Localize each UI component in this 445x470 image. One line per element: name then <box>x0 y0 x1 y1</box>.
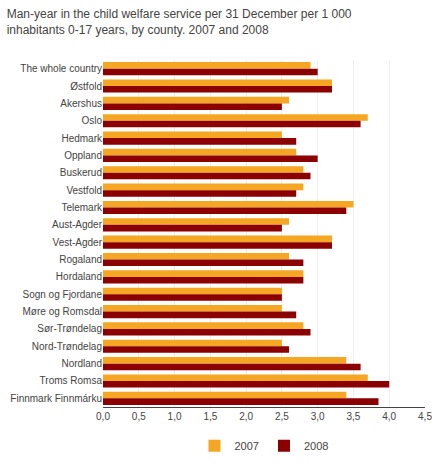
svg-text:Sogn og Fjordane: Sogn og Fjordane <box>22 289 102 300</box>
svg-text:Oppland: Oppland <box>64 150 102 161</box>
svg-text:0,0: 0,0 <box>96 411 110 422</box>
svg-text:1,0: 1,0 <box>168 411 182 422</box>
svg-text:3,5: 3,5 <box>346 411 360 422</box>
svg-text:Troms Romsa: Troms Romsa <box>40 375 103 386</box>
svg-text:2007: 2007 <box>235 440 259 452</box>
svg-text:Akershus: Akershus <box>60 98 102 109</box>
svg-text:Nordland: Nordland <box>61 358 102 369</box>
svg-text:Telemark: Telemark <box>61 202 103 213</box>
svg-text:Hordaland: Hordaland <box>56 271 102 282</box>
svg-text:1,5: 1,5 <box>203 411 217 422</box>
svg-text:2,5: 2,5 <box>275 411 289 422</box>
svg-text:Oslo: Oslo <box>81 115 102 126</box>
svg-text:0,5: 0,5 <box>132 411 146 422</box>
svg-text:Møre og Romsdal: Møre og Romsdal <box>23 306 102 317</box>
svg-text:Finnmark Finnmárku: Finnmark Finnmárku <box>10 393 102 404</box>
svg-text:Man-year in the child welfare: Man-year in the child welfare service pe… <box>7 7 352 37</box>
svg-text:Vest-Agder: Vest-Agder <box>53 237 103 248</box>
svg-text:Buskerud: Buskerud <box>60 167 102 178</box>
svg-text:The whole country: The whole country <box>20 63 102 74</box>
svg-text:Østfold: Østfold <box>70 81 102 92</box>
svg-text:Sør-Trøndelag: Sør-Trøndelag <box>37 323 102 334</box>
svg-text:Aust-Agder: Aust-Agder <box>52 219 103 230</box>
svg-text:2,0: 2,0 <box>239 411 253 422</box>
svg-text:2008: 2008 <box>304 440 328 452</box>
svg-text:4,5: 4,5 <box>418 411 432 422</box>
svg-text:Nord-Trøndelag: Nord-Trøndelag <box>32 341 102 352</box>
svg-text:4,0: 4,0 <box>382 411 396 422</box>
svg-text:3,0: 3,0 <box>311 411 325 422</box>
svg-text:Vestfold: Vestfold <box>66 185 102 196</box>
svg-text:Hedmark: Hedmark <box>61 133 103 144</box>
svg-text:Rogaland: Rogaland <box>59 254 102 265</box>
